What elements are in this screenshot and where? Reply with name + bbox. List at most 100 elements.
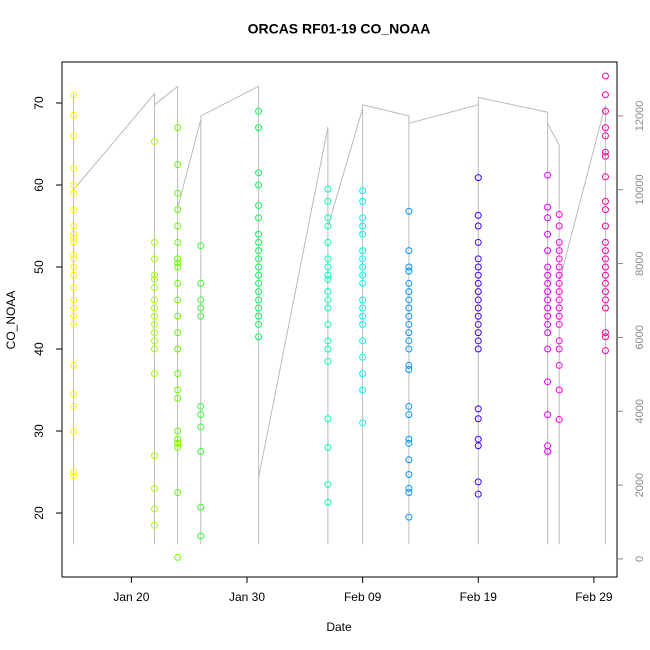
data-point [555, 304, 563, 312]
data-point [324, 304, 332, 312]
data-point [255, 304, 263, 312]
data-point [255, 333, 263, 341]
data-point [324, 320, 332, 328]
data-point [555, 271, 563, 279]
data-point [405, 279, 413, 287]
data-point [324, 275, 332, 283]
data-point [255, 169, 263, 177]
data-point [405, 312, 413, 320]
data-point [255, 181, 263, 189]
data-point [405, 288, 413, 296]
y-tick-label: 30 [32, 424, 46, 438]
data-point [474, 288, 482, 296]
data-point [555, 288, 563, 296]
data-point [324, 357, 332, 365]
data-point [474, 271, 482, 279]
data-point [70, 361, 78, 369]
data-point [359, 271, 367, 279]
data-point [405, 207, 413, 215]
data-point [174, 238, 182, 246]
data-point [174, 279, 182, 287]
data-point [405, 366, 413, 374]
y-tick-label: 50 [32, 260, 46, 274]
data-point [70, 312, 78, 320]
data-point [359, 320, 367, 328]
data-point [405, 345, 413, 353]
data-point [544, 312, 552, 320]
data-point [405, 263, 413, 271]
data-point [544, 304, 552, 312]
data-point [255, 279, 263, 287]
data-point [359, 312, 367, 320]
data-point [197, 532, 205, 540]
data-point [601, 347, 609, 355]
data-point [405, 296, 413, 304]
data-point [474, 490, 482, 498]
data-point [474, 312, 482, 320]
data-point [151, 312, 158, 320]
data-point [474, 174, 482, 182]
data-point [601, 296, 609, 304]
data-point [151, 452, 158, 460]
data-point [405, 329, 413, 337]
data-point [544, 320, 552, 328]
y2-tick-label: 2000 [634, 473, 646, 497]
data-point [474, 304, 482, 312]
data-point [255, 230, 263, 238]
data-point [255, 238, 263, 246]
data-point [255, 296, 263, 304]
data-point [70, 468, 78, 476]
data-point [544, 263, 552, 271]
y-axis-label: CO_NOAA [4, 291, 18, 350]
data-point [601, 206, 609, 214]
data-point [474, 211, 482, 219]
data-point [405, 456, 413, 464]
data-point [174, 370, 182, 378]
data-point [601, 238, 609, 246]
data-point [151, 284, 158, 292]
data-point [151, 329, 158, 337]
data-point [405, 304, 413, 312]
data-point [324, 480, 332, 488]
data-point [474, 329, 482, 337]
data-point [151, 521, 158, 529]
data-point [601, 222, 609, 230]
chart-title: ORCAS RF01-19 CO_NOAA [248, 21, 431, 37]
data-point [405, 435, 413, 443]
data-point [405, 247, 413, 255]
y2-tick-label: 4000 [634, 399, 646, 423]
data-point [544, 171, 552, 179]
data-point [359, 419, 367, 427]
data-point [474, 320, 482, 328]
data-point [70, 189, 78, 197]
data-point [544, 448, 552, 456]
data-point [405, 361, 413, 369]
data-point [359, 370, 367, 378]
data-point [70, 263, 78, 271]
altitude-line [73, 85, 606, 545]
data-point [324, 214, 332, 222]
data-point [151, 138, 158, 146]
data-point [555, 361, 563, 369]
data-point [544, 279, 552, 287]
data-point [601, 173, 609, 181]
plot-frame [61, 61, 618, 578]
data-point [70, 402, 78, 410]
data-point [555, 296, 563, 304]
data-point [601, 124, 609, 132]
data-point [405, 470, 413, 478]
y2-tick-label: 6000 [634, 325, 646, 349]
data-point [405, 267, 413, 275]
data-point [601, 304, 609, 312]
data-point [174, 222, 182, 230]
x-axis-label: Date [326, 620, 352, 634]
data-point [474, 478, 482, 486]
data-point [474, 263, 482, 271]
y2-tick-label: 10000 [634, 174, 646, 205]
data-point [474, 279, 482, 287]
data-point [255, 271, 263, 279]
data-point [544, 345, 552, 353]
data-point [197, 304, 205, 312]
data-point [151, 370, 158, 378]
data-point [174, 345, 182, 353]
